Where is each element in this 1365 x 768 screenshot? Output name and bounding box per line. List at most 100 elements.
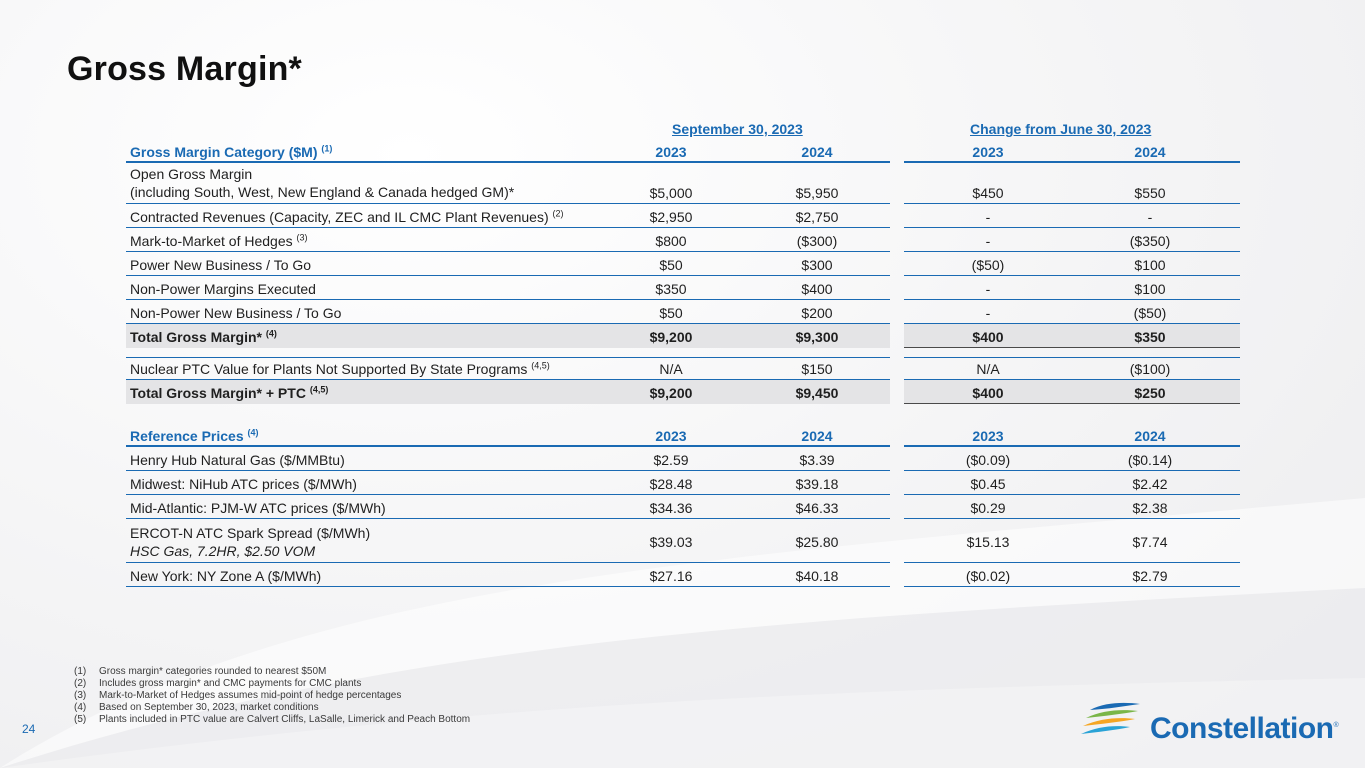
header-col-2023: 2023 [655,428,687,444]
row-label: Contracted Revenues (Capacity, ZEC and I… [130,208,564,225]
table-row: Henry Hub Natural Gas ($/MMBtu) $2.59 $3… [126,447,1240,471]
cell-value: $50 [659,305,683,321]
header-label: Reference Prices (4) [130,427,259,444]
cell-value: $0.45 [970,476,1006,492]
table-row: Mark-to-Market of Hedges (3) $800 ($300)… [126,228,1240,252]
cell-value: - [985,305,991,321]
row-label: Non-Power Margins Executed [130,281,316,297]
cell-value: $9,200 [649,385,693,401]
cell-value: $400 [972,329,1004,345]
cell-value: $46.33 [795,500,839,516]
cell-value: - [1147,209,1153,225]
cell-value: $27.16 [649,568,693,584]
page-title: Gross Margin* [67,50,302,88]
header-change-2023: 2023 [972,144,1004,160]
total-gross-margin-ptc-row: Total Gross Margin* + PTC (4,5) $9,200 $… [126,380,1240,404]
table-row: Midwest: NiHub ATC prices ($/MWh) $28.48… [126,471,1240,495]
cell-value: $350 [655,281,687,297]
cell-value: $2.59 [653,452,689,468]
cell-value: $400 [801,281,833,297]
cell-value: $34.36 [649,500,693,516]
cell-value: $3.39 [799,452,835,468]
header-change-2024: 2024 [1134,428,1166,444]
cell-value: $28.48 [649,476,693,492]
row-label: New York: NY Zone A ($/MWh) [130,568,322,584]
page-number: 24 [22,722,36,736]
cell-value: $39.03 [649,534,693,550]
table-row: Power New Business / To Go $50 $300 ($50… [126,252,1240,276]
table-row: Contracted Revenues (Capacity, ZEC and I… [126,204,1240,228]
cell-value: ($0.09) [965,452,1011,468]
cell-value: ($50) [1133,305,1167,321]
cell-value: $25.80 [795,534,839,550]
row-label: Midwest: NiHub ATC prices ($/MWh) [130,476,357,492]
cell-value: $9,450 [795,385,839,401]
cell-value: $200 [801,305,833,321]
footnote: (4) Based on September 30, 2023, market c… [74,702,319,713]
row-label: Non-Power New Business / To Go [130,305,342,321]
cell-value: $300 [801,257,833,273]
cell-value: $100 [1134,281,1166,297]
table-row: Open Gross Margin (including South, West,… [126,163,1240,204]
table-row: Non-Power Margins Executed $350 $400 - $… [126,276,1240,300]
row-label: Nuclear PTC Value for Plants Not Support… [130,360,550,377]
cell-value: $2.42 [1132,476,1168,492]
row-label: Total Gross Margin* (4) [130,328,277,345]
header-col-2024: 2024 [801,144,833,160]
row-label: Power New Business / To Go [130,257,312,273]
cell-value: $2.38 [1132,500,1168,516]
cell-value: $50 [659,257,683,273]
header-change-2024: 2024 [1134,144,1166,160]
row-label: ERCOT-N ATC Spark Spread ($/MWh) HSC Gas,… [130,525,371,559]
cell-value: N/A [976,361,1000,377]
cell-value: ($300) [796,233,838,249]
header-col-2023: 2023 [655,144,687,160]
footnote: (1) Gross margin* categories rounded to n… [74,666,327,677]
cell-value: $800 [655,233,687,249]
table-header-row: Gross Margin Category ($M) (1) 2023 2024… [126,140,1240,163]
cell-value: $2.79 [1132,568,1168,584]
total-gross-margin-row: Total Gross Margin* (4) $9,200 $9,300 $4… [126,324,1240,348]
row-label: Henry Hub Natural Gas ($/MMBtu) [130,452,345,468]
header-label: Gross Margin Category ($M) (1) [130,143,333,160]
cell-value: $15.13 [966,534,1010,550]
cell-value: - [985,209,991,225]
cell-value: - [985,233,991,249]
constellation-swoosh-logo-icon [1081,702,1140,734]
group-header-september: September 30, 2023 [672,121,803,137]
cell-value: $400 [972,385,1004,401]
cell-value: $2,950 [649,209,693,225]
table-row: New York: NY Zone A ($/MWh) $27.16 $40.1… [126,563,1240,587]
cell-value: $450 [972,185,1004,201]
table-row: Mid-Atlantic: PJM-W ATC prices ($/MWh) $… [126,495,1240,519]
cell-value: $5,000 [649,185,693,201]
row-label: Total Gross Margin* + PTC (4,5) [130,384,329,401]
cell-value: $550 [1134,185,1166,201]
cell-value: $2,750 [795,209,839,225]
row-label: Mid-Atlantic: PJM-W ATC prices ($/MWh) [130,500,386,516]
constellation-logo: Constellation® [1080,700,1339,748]
cell-value: ($350) [1129,233,1171,249]
cell-value: N/A [659,361,683,377]
cell-value: $250 [1134,385,1166,401]
gross-margin-table: Gross Margin Category ($M) (1) 2023 2024… [126,140,1240,587]
row-label: Mark-to-Market of Hedges (3) [130,232,308,249]
reference-header-row: Reference Prices (4) 2023 2024 2023 2024 [126,424,1240,447]
footnote: (3) Mark-to-Market of Hedges assumes mid-… [74,690,402,701]
cell-value: $350 [1134,329,1166,345]
row-label: Open Gross Margin (including South, West,… [130,166,515,200]
cell-value: $150 [801,361,833,377]
header-change-2023: 2023 [972,428,1004,444]
cell-value: ($100) [1129,361,1171,377]
cell-value: $5,950 [795,185,839,201]
logo-wordmark: Constellation® [1150,712,1339,745]
cell-value: $40.18 [795,568,839,584]
footnote: (5) Plants included in PTC value are Calv… [74,714,471,725]
footnote: (2) Includes gross margin* and CMC paymen… [74,678,362,689]
table-row: ERCOT-N ATC Spark Spread ($/MWh) HSC Gas,… [126,519,1240,563]
cell-value: $9,300 [795,329,839,345]
cell-value: $100 [1134,257,1166,273]
ptc-row: Nuclear PTC Value for Plants Not Support… [126,358,1240,380]
cell-value: ($0.14) [1127,452,1173,468]
table-row: Non-Power New Business / To Go $50 $200 … [126,300,1240,324]
